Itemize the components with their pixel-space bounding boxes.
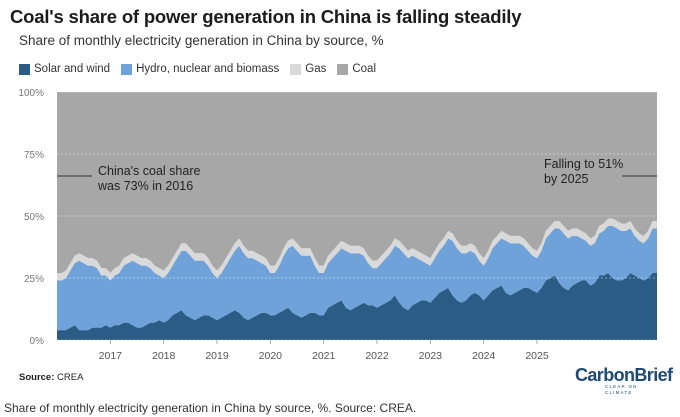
x-tick-label: 2018	[152, 350, 176, 362]
figure-caption: Share of monthly electricity generation …	[4, 401, 417, 415]
x-tick-label: 2024	[472, 350, 496, 362]
series-area-coal	[57, 92, 657, 274]
legend-item-gas: Gas	[290, 63, 326, 75]
y-tick-label: 0%	[30, 336, 45, 347]
carbonbrief-logo: CarbonBrief CLEAR ON CLIMATE	[575, 365, 673, 395]
logo-wordmark: CarbonBrief	[575, 365, 673, 385]
x-tick-label: 2017	[99, 350, 123, 362]
legend-swatch-gas	[290, 63, 302, 75]
annotation-coal-2016: China's coal share was 73% in 2016	[97, 164, 200, 193]
x-tick-label: 2021	[312, 350, 336, 362]
x-tick-label: 2025	[525, 350, 549, 362]
legend: Solar and wind Hydro, nuclear and biomas…	[19, 63, 387, 75]
series-area-solar-and-wind	[57, 273, 657, 340]
chart-title: Coal's share of power generation in Chin…	[10, 6, 522, 27]
legend-label-gas: Gas	[305, 63, 327, 75]
y-tick-label: 75%	[24, 150, 44, 161]
legend-item-solar-wind: Solar and wind	[19, 63, 110, 75]
logo-tagline: CLEAR ON CLIMATE	[605, 384, 638, 395]
annotation-coal-2025: Falling to 51% by 2025	[544, 157, 623, 186]
legend-label-coal: Coal	[352, 63, 377, 75]
chart-subtitle: Share of monthly electricity generation …	[19, 33, 384, 48]
y-tick-label: 100%	[18, 88, 44, 99]
legend-swatch-coal	[337, 63, 349, 75]
legend-item-coal: Coal	[337, 63, 376, 75]
y-tick-label: 50%	[24, 212, 44, 223]
legend-label-hydro-nuclear-biomass: Hydro, nuclear and biomass	[136, 63, 280, 75]
legend-label-solar-wind: Solar and wind	[34, 63, 111, 75]
legend-swatch-solar-wind	[19, 63, 30, 75]
source-text: CREA	[54, 372, 84, 383]
x-tick-label: 2023	[419, 350, 443, 362]
source-label: Source:	[19, 372, 55, 383]
legend-item-hydro-nuclear-biomass: Hydro, nuclear and biomass	[121, 63, 279, 75]
y-tick-label: 25%	[24, 274, 44, 285]
x-tick-label: 2022	[365, 350, 389, 362]
series-area-gas	[57, 218, 657, 281]
x-tick-label: 2019	[205, 350, 229, 362]
source-note: Source: CREA	[19, 372, 83, 383]
legend-swatch-hydro-nuclear-biomass	[121, 63, 133, 75]
stacked-area-chart: 0% 25% 50% 75% 100% 2017 2018 2019 2020 2021 2022 2…	[18, 88, 657, 362]
x-tick-label: 2020	[259, 350, 283, 362]
